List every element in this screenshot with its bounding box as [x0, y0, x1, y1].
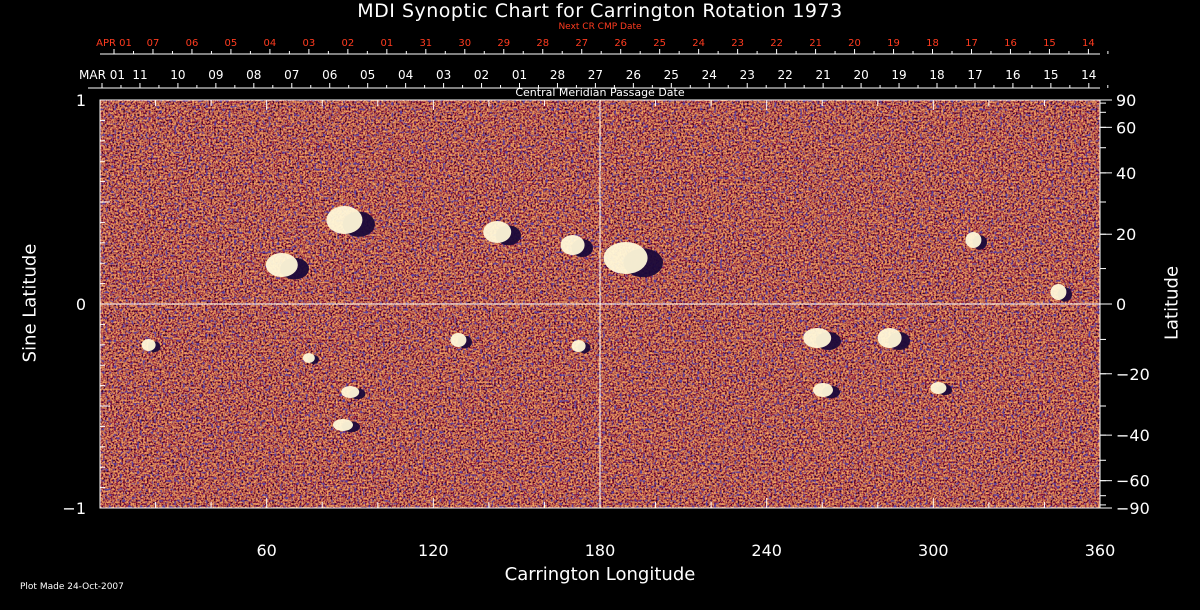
cmp_ticks-label: 21: [815, 68, 830, 82]
next_cr_ticks-label: 25: [653, 38, 666, 49]
cmp_ticks-label: 22: [778, 68, 793, 82]
bright-polarity-region: [1050, 284, 1067, 300]
bright-polarity-region: [341, 386, 360, 398]
next-cr-label: Next CR CMP Date: [558, 22, 642, 32]
next_cr_ticks-label: 29: [497, 38, 510, 49]
bright-polarity-region: [302, 353, 315, 363]
next_cr_ticks-label: 16: [1004, 38, 1017, 49]
cmp_ticks-label: 05: [360, 68, 375, 82]
cmp_ticks-label: 27: [588, 68, 603, 82]
next_cr_ticks-label: 24: [692, 38, 705, 49]
x-tick-label: 360: [1085, 541, 1116, 560]
next_cr_ticks-label: APR 01: [96, 38, 132, 49]
cmp_ticks-label: 07: [284, 68, 299, 82]
x-axis-label: Carrington Longitude: [504, 564, 696, 585]
bright-polarity-region: [813, 383, 833, 397]
cmp_ticks-label: 03: [436, 68, 451, 82]
bright-polarity-region: [141, 339, 156, 351]
next_cr_ticks-label: 03: [303, 38, 316, 49]
y-left-tick-label: 1: [76, 91, 86, 110]
next_cr_ticks-label: 28: [536, 38, 549, 49]
y-right-tick-label: −20: [1116, 365, 1150, 384]
x-tick-label: 180: [585, 541, 616, 560]
bright-polarity-region: [803, 328, 832, 348]
cmp_ticks-label: 15: [1043, 68, 1058, 82]
bright-polarity-region: [483, 221, 512, 243]
next_cr_ticks-label: 04: [264, 38, 277, 49]
y-right-tick-label: −90: [1116, 499, 1150, 518]
next_cr_ticks-label: 19: [887, 38, 900, 49]
next_cr_ticks-label: 21: [809, 38, 822, 49]
next_cr_ticks-label: 31: [419, 38, 432, 49]
bright-polarity-region: [965, 232, 982, 248]
cmp_ticks-label: 20: [853, 68, 868, 82]
bright-polarity-region: [450, 333, 467, 347]
next_cr_ticks-label: 06: [186, 38, 199, 49]
bright-polarity-region: [877, 328, 902, 348]
cmp_ticks-label: 10: [170, 68, 185, 82]
cmp_ticks-label: 23: [740, 68, 755, 82]
cmp_ticks-label: 18: [929, 68, 944, 82]
cmp_ticks-label: 26: [626, 68, 641, 82]
cmp_ticks-label: 24: [702, 68, 717, 82]
cmp_ticks-label: 08: [246, 68, 261, 82]
y-left-tick-label: −1: [62, 499, 86, 518]
y-right-tick-label: 40: [1116, 164, 1136, 183]
bright-polarity-region: [571, 340, 586, 352]
cmp_ticks-label: 02: [474, 68, 489, 82]
footer-text: Plot Made 24-Oct-2007: [20, 582, 124, 592]
chart-title: MDI Synoptic Chart for Carrington Rotati…: [357, 0, 843, 22]
y-right-tick-label: −60: [1116, 472, 1150, 491]
y-right-tick-label: 60: [1116, 118, 1136, 137]
bright-polarity-region: [930, 382, 947, 394]
y-right-tick-label: 0: [1116, 295, 1126, 314]
cmp_ticks-label: 25: [664, 68, 679, 82]
bright-polarity-region: [603, 242, 648, 274]
cmp_ticks-label: 28: [550, 68, 565, 82]
cmp-label: Central Meridian Passage Date: [515, 86, 685, 99]
cmp_ticks-label: 16: [1005, 68, 1020, 82]
bright-polarity-region: [560, 235, 585, 255]
cmp_ticks-label: 01: [512, 68, 527, 82]
next_cr_ticks-label: 30: [458, 38, 471, 49]
cmp_ticks-label: 09: [208, 68, 223, 82]
next_cr_ticks-label: 01: [380, 38, 393, 49]
next_cr_ticks-label: 27: [575, 38, 588, 49]
cmp_ticks-label: 14: [1081, 68, 1096, 82]
cmp_ticks-label: 17: [967, 68, 982, 82]
bright-polarity-region: [326, 206, 363, 234]
cmp_ticks-label: 19: [891, 68, 906, 82]
next_cr_ticks-label: 17: [965, 38, 978, 49]
bright-polarity-region: [333, 419, 353, 431]
y-right-tick-label: 90: [1116, 91, 1136, 110]
y-right-tick-label: −40: [1116, 426, 1150, 445]
cmp_ticks-label: MAR 01: [79, 68, 125, 82]
x-tick-label: 240: [751, 541, 782, 560]
next_cr_ticks-label: 07: [147, 38, 160, 49]
x-tick-label: 60: [256, 541, 276, 560]
next_cr_ticks-label: 05: [225, 38, 238, 49]
cmp_ticks-label: 06: [322, 68, 337, 82]
y-left-tick-label: 0: [76, 295, 86, 314]
y-right-tick-label: 20: [1116, 225, 1136, 244]
cmp_ticks-label: 04: [398, 68, 413, 82]
x-tick-label: 120: [418, 541, 449, 560]
next_cr_ticks-label: 23: [731, 38, 744, 49]
bright-polarity-region: [265, 253, 298, 277]
next_cr_ticks-label: 15: [1043, 38, 1056, 49]
cmp_ticks-label: 11: [132, 68, 147, 82]
next_cr_ticks-label: 22: [770, 38, 783, 49]
next_cr_ticks-label: 20: [848, 38, 861, 49]
x-tick-label: 300: [918, 541, 949, 560]
next_cr_ticks-label: 02: [341, 38, 354, 49]
next_cr_ticks-label: 18: [926, 38, 939, 49]
next_cr_ticks-label: 14: [1082, 38, 1095, 49]
next_cr_ticks-label: 26: [614, 38, 627, 49]
